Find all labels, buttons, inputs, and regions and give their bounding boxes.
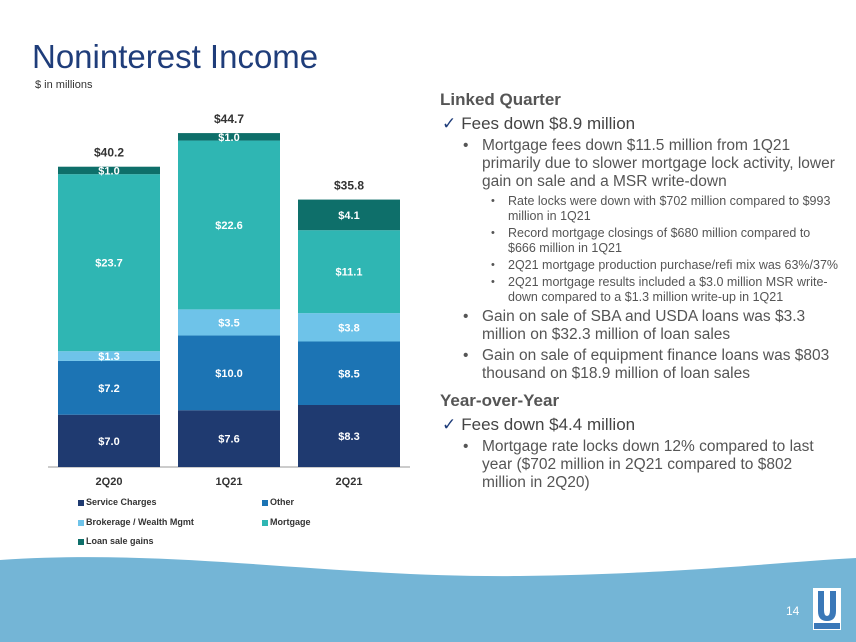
year-over-year-heading: Year-over-Year (440, 391, 560, 410)
checkmark-icon: ✓ (442, 415, 457, 434)
footer-wave (0, 557, 856, 642)
bullet-item: Mortgage rate locks down 12% compared to… (440, 438, 840, 492)
bar-segment-service-charges-2q21 (298, 404, 400, 467)
page-number: 14 (786, 604, 800, 618)
bar-segment-other-2q20 (58, 360, 160, 415)
legend-swatch (262, 519, 268, 526)
sub-bullet-item: 2Q21 mortgage production purchase/refi m… (440, 258, 840, 273)
legend-swatch (78, 519, 84, 526)
legend-mortgage: Mortgage (262, 517, 311, 527)
total-label: $40.2 (94, 146, 124, 160)
data-label: $11.1 (336, 267, 363, 279)
data-label: $8.5 (338, 368, 359, 380)
bar-segment-loan-sale-gains-1q21 (178, 133, 280, 141)
legend-loan-sale-gains: Loan sale gains (78, 536, 154, 546)
x-tick-label: 1Q21 (216, 476, 243, 488)
data-label: $7.2 (98, 383, 119, 395)
data-label: $7.0 (98, 436, 119, 448)
sub-bullet-item: 2Q21 mortgage results included a $3.0 mi… (440, 275, 840, 305)
commentary-panel: Linked Quarter ✓Fees down $8.9 million M… (440, 90, 840, 495)
linked-quarter-heading: Linked Quarter (440, 90, 561, 109)
checkmark-icon: ✓ (442, 114, 457, 133)
total-label: $35.8 (334, 179, 364, 193)
bar-segment-mortgage-1q21 (178, 140, 280, 310)
legend-brokerage: Brokerage / Wealth Mgmt (78, 517, 194, 527)
linked-quarter-check: ✓ Fees down $8.9 million (442, 114, 636, 133)
bullet-item: Gain on sale of SBA and USDA loans was $… (440, 308, 840, 344)
bar-segment-service-charges-2q20 (58, 414, 160, 467)
data-label: $4.1 (338, 210, 359, 222)
bullet-item: Gain on sale of equipment finance loans … (440, 347, 840, 383)
x-tick-label: 2Q21 (336, 476, 363, 488)
data-label: $23.7 (95, 258, 123, 270)
bar-segment-brokerage-wealth-mgmt-2q20 (58, 351, 160, 361)
legend-swatch (262, 499, 268, 506)
x-tick-label: 2Q20 (96, 476, 123, 488)
data-label: $10.0 (215, 368, 243, 380)
total-label: $44.7 (214, 112, 244, 126)
year-over-year-check: ✓ Fees down $4.4 million (442, 415, 636, 434)
footer-wave-shape (0, 557, 856, 642)
bar-segment-mortgage-2q20 (58, 174, 160, 352)
data-label: $3.8 (338, 322, 359, 334)
sub-bullet-item: Rate locks were down with $702 million c… (440, 194, 840, 224)
united-logo-icon (813, 588, 841, 630)
linked-quarter-bullets: Mortgage fees down $11.5 million from 1Q… (440, 137, 840, 383)
bar-segment-loan-sale-gains-2q21 (298, 199, 400, 231)
sub-bullet-item: Record mortgage closings of $680 million… (440, 226, 840, 256)
data-label: $1.0 (98, 165, 119, 177)
bar-segment-brokerage-wealth-mgmt-2q21 (298, 313, 400, 342)
bar-segment-other-2q21 (298, 341, 400, 405)
data-label: $8.3 (338, 431, 359, 443)
data-label: $3.5 (218, 317, 239, 329)
bar-segment-other-1q21 (178, 335, 280, 411)
bullet-item: Mortgage fees down $11.5 million from 1Q… (440, 137, 840, 191)
legend-swatch (78, 499, 84, 506)
legend-other: Other (262, 497, 294, 507)
bar-segment-brokerage-wealth-mgmt-1q21 (178, 309, 280, 336)
page-title: Noninterest Income (32, 38, 319, 75)
bar-segment-service-charges-1q21 (178, 410, 280, 467)
bar-segment-mortgage-2q21 (298, 230, 400, 314)
bar-segment-loan-sale-gains-2q20 (58, 166, 160, 175)
data-label: $1.0 (218, 132, 239, 144)
legend-swatch (78, 538, 84, 545)
year-over-year-bullets: Mortgage rate locks down 12% compared to… (440, 438, 840, 492)
data-label: $22.6 (215, 220, 243, 232)
data-label: $7.6 (218, 434, 239, 446)
page-subtitle: $ in millions (35, 79, 93, 91)
legend-service-charges: Service Charges (78, 497, 157, 507)
data-label: $1.3 (98, 351, 119, 363)
noninterest-income-chart: $7.0 $7.2 $1.3 $23.7 $1.0 $40.2 2Q20 $7.6 $10.0 $… (48, 112, 410, 488)
